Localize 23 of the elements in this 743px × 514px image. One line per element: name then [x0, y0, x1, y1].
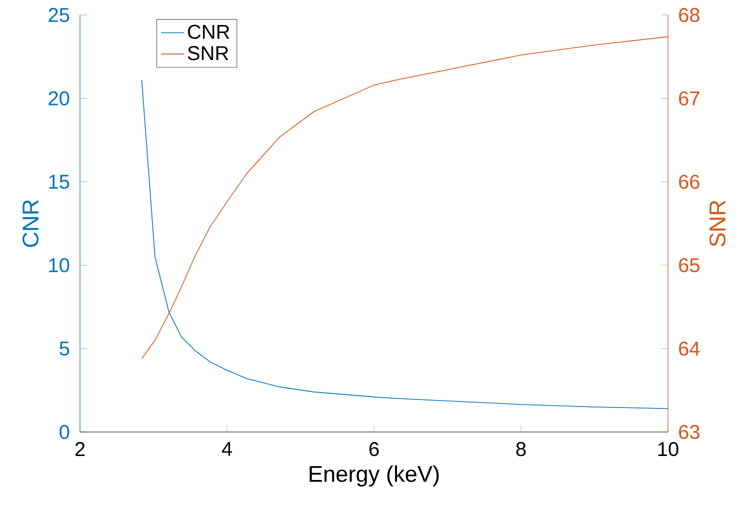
y-tick-label: 0 — [60, 424, 70, 440]
y2-tick-label: 66 — [679, 174, 700, 189]
x-tick-label: 8 — [516, 442, 526, 456]
x-axis-title: Energy (keV) — [310, 465, 439, 486]
y-tick-label: 15 — [49, 174, 70, 189]
y-axis-title: CNR — [22, 200, 39, 247]
y-tick-label: 5 — [60, 342, 70, 356]
y2-tick-label: 68 — [679, 8, 700, 22]
line-series — [141, 80, 668, 410]
x-tick-label: 2 — [75, 442, 85, 456]
y-tick-label: 10 — [49, 258, 70, 272]
x-tick-label: 6 — [369, 442, 379, 456]
legend-label: CNR — [188, 24, 230, 39]
x-tick-label: 10 — [658, 442, 678, 456]
legend-label: SNR — [188, 46, 228, 60]
y-tick-label: 20 — [48, 91, 70, 106]
x-tick-label: 4 — [222, 442, 232, 456]
y2-axis-title: SNR — [709, 200, 726, 246]
y2-tick-label: 63 — [679, 424, 700, 440]
y-tick-label: 25 — [48, 8, 70, 22]
y2-tick-label: 67 — [679, 91, 700, 106]
y2-tick-label: 64 — [679, 342, 700, 356]
y2-tick-label: 65 — [679, 258, 700, 272]
